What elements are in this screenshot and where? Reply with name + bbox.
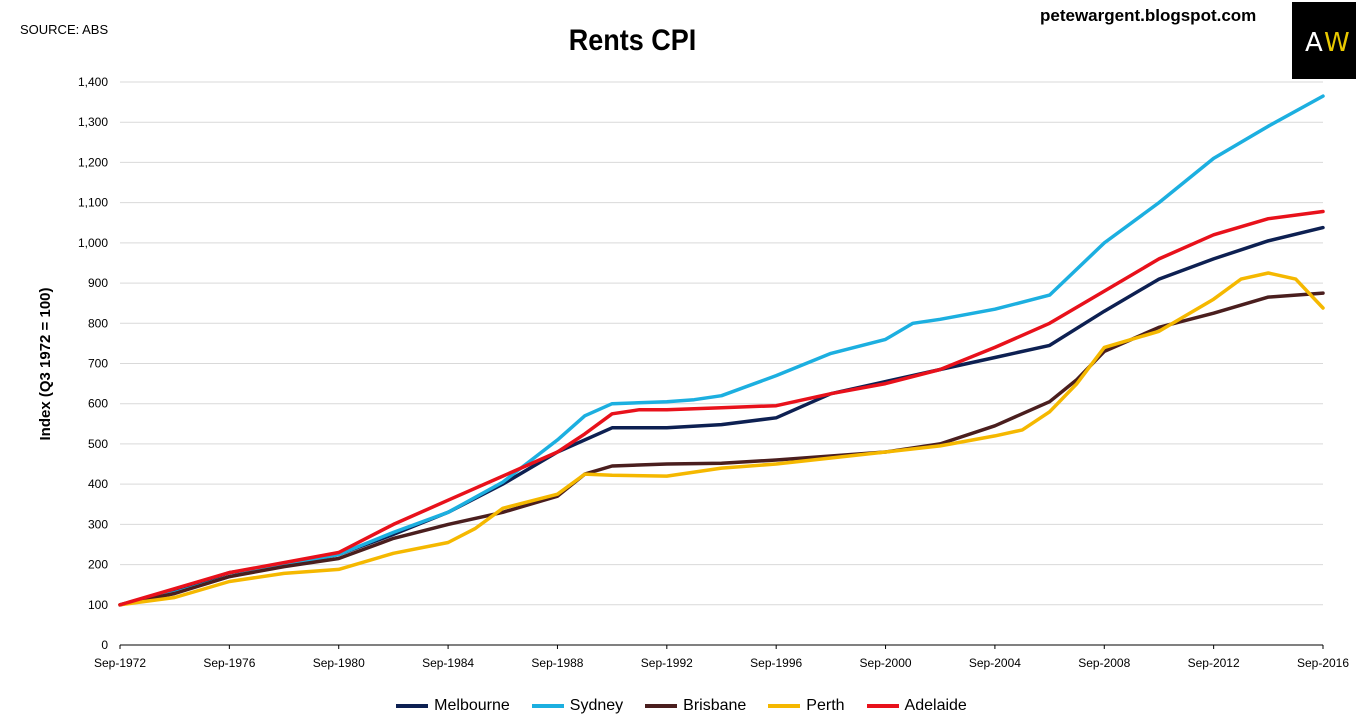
y-tick-label: 600	[88, 397, 108, 411]
y-tick-label: 1,100	[78, 196, 108, 210]
x-tick-label: Sep-1992	[641, 656, 693, 670]
legend-item-adelaide: Adelaide	[866, 697, 967, 715]
logo-letter-w: W	[1324, 28, 1350, 58]
source-label: SOURCE: ABS	[20, 22, 109, 37]
logo-letter-a: A	[1305, 28, 1323, 58]
y-tick-label: 400	[88, 477, 108, 491]
y-tick-label: 800	[88, 316, 108, 330]
x-tick-label: Sep-1980	[313, 656, 365, 670]
x-axis: Sep-1972 Sep-1976 Sep-1980 Sep-1984 Sep-1988…	[94, 645, 1349, 670]
legend-label: Melbourne	[434, 697, 510, 714]
y-tick-label: 1,400	[78, 75, 108, 89]
legend-label: Adelaide	[904, 697, 967, 714]
y-tick-label: 300	[88, 517, 108, 531]
aw-logo: A W	[1292, 2, 1356, 79]
legend: Melbourne Sydney Brisbane Perth Adelaide	[0, 697, 1363, 715]
legend-swatch	[866, 704, 899, 708]
legend-swatch	[396, 704, 429, 708]
legend-swatch	[531, 704, 564, 708]
y-tick-label: 1,200	[78, 155, 108, 169]
site-label: petewargent.blogspot.com	[1040, 6, 1257, 25]
x-tick-label: Sep-2008	[1078, 656, 1130, 670]
legend-item-melbourne: Melbourne	[396, 697, 510, 715]
series-line-brisbane	[118, 291, 1325, 607]
series-line-adelaide	[118, 209, 1325, 607]
y-tick-label: 900	[88, 276, 108, 290]
legend-swatch	[645, 704, 678, 708]
y-axis: 0 100 200 300 400 500 600 700 800 900 1,000 1,100 1,…	[78, 75, 108, 652]
x-tick-label: Sep-1972	[94, 656, 146, 670]
gridlines	[120, 81, 1323, 646]
x-tick-label: Sep-1996	[750, 656, 802, 670]
y-tick-label: 700	[88, 357, 108, 371]
x-tick-label: Sep-2016	[1297, 656, 1349, 670]
y-tick-label: 100	[88, 598, 108, 612]
y-tick-label: 1,000	[78, 236, 108, 250]
x-tick-label: Sep-2012	[1188, 656, 1240, 670]
legend-item-perth: Perth	[768, 697, 845, 715]
y-tick-label: 500	[88, 437, 108, 451]
legend-label: Perth	[806, 697, 845, 714]
legend-swatch	[768, 704, 801, 708]
y-axis-label: Index (Q3 1972 = 100)	[37, 287, 54, 440]
legend-item-brisbane: Brisbane	[645, 697, 746, 715]
chart-title: Rents CPI	[568, 24, 697, 57]
x-tick-label: Sep-1988	[531, 656, 583, 670]
legend-label: Sydney	[569, 697, 624, 714]
y-tick-label: 200	[88, 558, 108, 572]
legend-item-sydney: Sydney	[531, 697, 624, 715]
series-line-melbourne	[118, 225, 1325, 607]
series-lines	[118, 94, 1325, 607]
x-tick-label: Sep-1984	[422, 656, 474, 670]
series-line-sydney	[118, 94, 1325, 607]
y-tick-label: 0	[101, 638, 108, 652]
series-line-perth	[118, 271, 1325, 607]
x-tick-label: Sep-2004	[969, 656, 1021, 670]
legend-label: Brisbane	[683, 697, 747, 714]
x-tick-label: Sep-1976	[203, 656, 255, 670]
x-tick-label: Sep-2000	[860, 656, 912, 670]
y-tick-label: 1,300	[78, 115, 108, 129]
